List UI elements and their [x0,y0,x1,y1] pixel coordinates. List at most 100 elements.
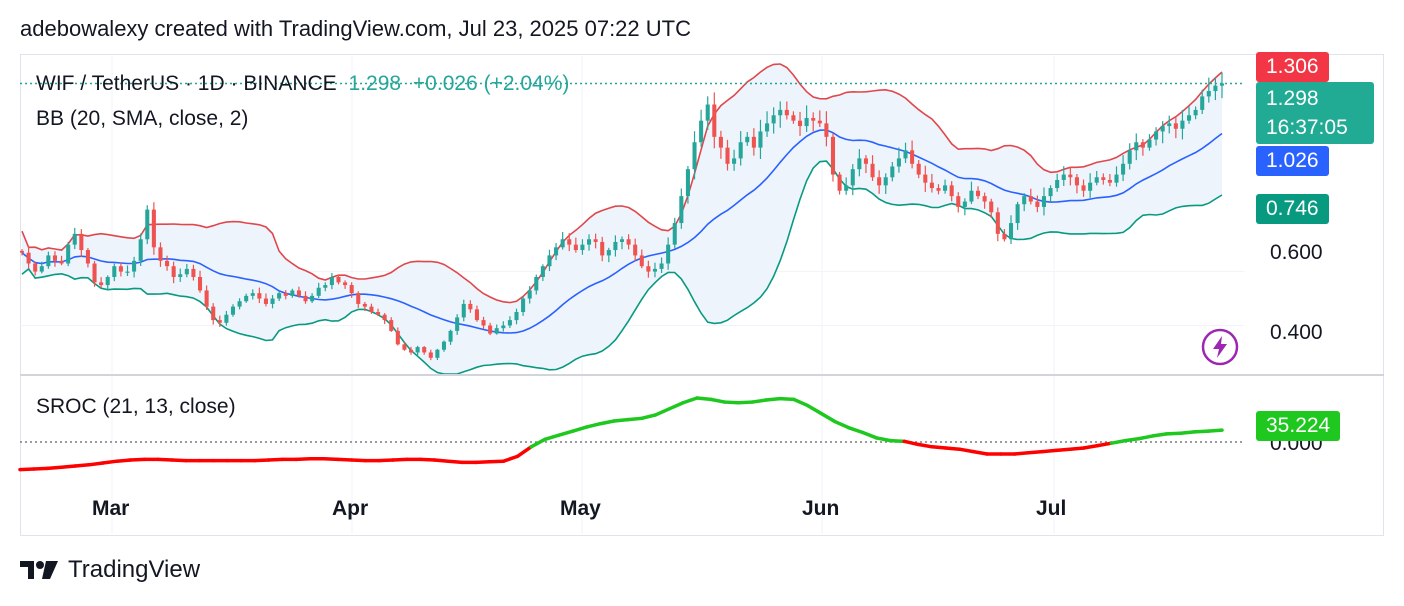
bb-legend[interactable]: BB (20, SMA, close, 2) [36,107,249,130]
candle-body [1041,196,1047,207]
candle [66,241,71,267]
candle-body [52,255,57,261]
candle-body [527,290,532,299]
sroc-segment [515,445,533,459]
candle [1187,106,1192,124]
candle-body [310,295,315,302]
sroc-segment [156,457,174,462]
sroc-segment [791,397,810,408]
candle [929,173,934,193]
candle-body [33,263,38,272]
chart-frame[interactable] [20,54,1384,536]
candle [982,192,987,209]
candle [593,233,598,249]
candle-body [672,223,677,245]
candle-body [712,104,717,137]
candle-body [1088,182,1093,191]
lightning-icon[interactable] [1201,328,1239,366]
candle-body [817,120,822,124]
candle [547,249,552,272]
candle [1160,121,1165,144]
candle-body [1101,177,1106,180]
candle [303,291,308,304]
last-price-value: 1.298 [1266,87,1319,110]
candle [1200,89,1205,115]
candle-body [600,241,605,256]
candle [59,255,64,266]
candle [178,268,183,282]
candle-body [257,293,262,299]
candle-body [415,347,420,353]
candle-body [178,274,183,277]
candle-body [791,115,796,121]
candle-body [1048,188,1053,197]
candle [1173,116,1178,139]
candle [936,184,941,195]
candle-body [46,255,51,267]
x-tick-may: May [560,497,601,520]
candle [1088,173,1093,199]
candle [395,327,400,346]
attribution-text: adebowalexy created with TradingView.com… [20,16,691,41]
candle [633,238,638,262]
candle [165,255,170,271]
candle [435,348,440,361]
candle-body [804,117,809,127]
candle-body [1180,120,1185,129]
sroc-legend[interactable]: SROC (21, 13, close) [36,395,236,418]
candle-body [554,247,559,256]
candle-body [949,185,954,197]
sroc-segment [570,425,589,433]
candle-body [316,287,321,296]
sroc-segment [1095,441,1114,448]
footer-brand[interactable]: TradingView [20,556,200,584]
last-price-tag: 1.298 16:37:05 [1256,82,1374,144]
bb-fill-area [22,64,1222,374]
sroc-segment [487,459,506,464]
candle [778,101,783,128]
candle-body [481,320,486,326]
candle [659,257,664,273]
candle [237,298,242,310]
candle [1074,174,1079,194]
candle [244,293,249,303]
candle-body [336,276,341,283]
candle-body [118,266,123,272]
candle-body [1035,201,1040,207]
candle [1213,77,1218,101]
candle [356,291,361,308]
candle-body [79,233,84,251]
candle-body [652,268,657,272]
candle [1041,187,1047,216]
last-price-label: 1.298 [348,72,402,95]
candle [39,261,44,274]
candle [863,155,868,174]
candle-body [138,239,143,261]
candle-body [1213,85,1218,92]
symbol-legend[interactable]: WIF / TetherUS · 1D · BINANCE 1.298 +0.0… [36,72,569,96]
candle [626,234,631,250]
bb-basis-price-tag: 1.026 [1256,146,1329,176]
candle-body [956,196,961,207]
candle-body [725,147,730,164]
candle [1180,109,1185,140]
candle-body [376,312,381,315]
candle [646,260,651,278]
candle [138,233,143,267]
candle [712,92,717,149]
candle [949,181,954,202]
candle-body [705,104,710,121]
candle [310,293,315,304]
candle-body [863,158,868,164]
sroc-segment [1082,443,1100,450]
candle-body [1022,196,1027,205]
candle [461,299,466,322]
candle [943,179,948,194]
candle [1193,106,1198,120]
candle [758,119,763,160]
candle-body [244,295,249,302]
candle-body [349,285,354,294]
candle-body [593,239,598,242]
candle-body [343,282,348,286]
